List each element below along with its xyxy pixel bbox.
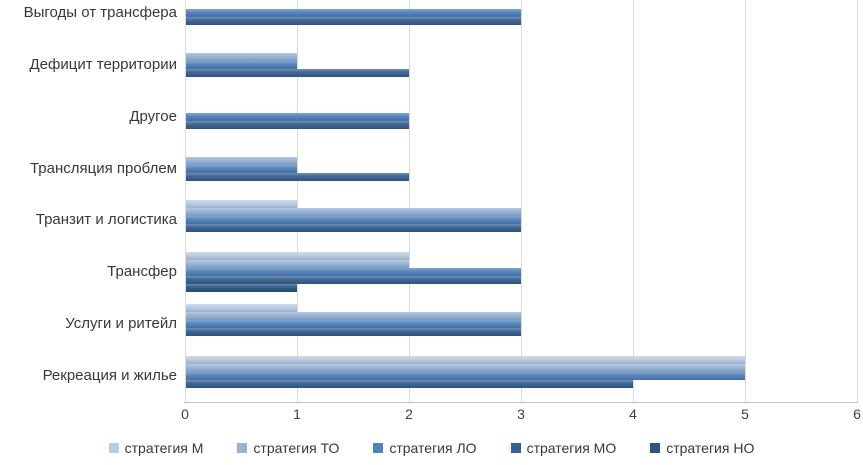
bar xyxy=(186,52,297,61)
bar xyxy=(186,304,297,313)
category-label: Дефицит территории xyxy=(29,55,177,73)
bar xyxy=(186,380,633,389)
legend-item: стратегия МО xyxy=(510,440,617,456)
bar xyxy=(186,320,521,329)
x-axis-line xyxy=(184,402,858,403)
gridline xyxy=(297,0,298,402)
x-tick-label: 0 xyxy=(181,406,189,422)
gridline xyxy=(745,0,746,402)
bar xyxy=(186,276,521,285)
bar xyxy=(186,312,521,321)
bar xyxy=(186,120,409,129)
bar xyxy=(186,200,297,209)
legend: стратегия М стратегия ТО стратегия ЛО страт… xyxy=(0,440,863,456)
legend-swatch-icon xyxy=(237,443,248,453)
legend-swatch-icon xyxy=(108,443,119,453)
bar xyxy=(186,208,521,217)
gridline xyxy=(633,0,634,402)
legend-item: стратегия НО xyxy=(650,440,754,456)
bar xyxy=(186,260,409,269)
legend-label: стратегия М xyxy=(124,440,204,456)
category-label: Выгоды от трансфера xyxy=(23,3,177,21)
category-label: Другое xyxy=(129,107,177,125)
bar xyxy=(186,216,521,225)
bar xyxy=(186,252,409,261)
bar xyxy=(186,372,745,381)
gridline xyxy=(409,0,410,402)
bar xyxy=(186,172,409,181)
bar xyxy=(186,364,745,373)
bar xyxy=(186,356,745,365)
bar xyxy=(186,224,521,233)
bar xyxy=(186,268,521,277)
category-label: Рекреация и жилье xyxy=(42,367,177,385)
plot-area xyxy=(185,0,858,402)
category-label: Транзит и логистика xyxy=(35,211,177,229)
legend-swatch-icon xyxy=(650,443,661,453)
x-tick-label: 1 xyxy=(293,406,301,422)
legend-label: стратегия ЛО xyxy=(389,440,477,456)
bar xyxy=(186,156,297,165)
legend-swatch-icon xyxy=(373,443,384,453)
bar xyxy=(186,60,297,69)
bar xyxy=(186,16,521,25)
legend-label: стратегия ТО xyxy=(253,440,340,456)
bar xyxy=(186,328,521,337)
x-tick-label: 2 xyxy=(405,406,413,422)
x-tick-label: 5 xyxy=(741,406,749,422)
bar xyxy=(186,112,409,121)
gridline xyxy=(521,0,522,402)
x-tick-label: 6 xyxy=(853,406,861,422)
bar xyxy=(186,284,297,293)
gridline xyxy=(185,0,186,402)
category-label: Трансляция проблем xyxy=(29,159,177,177)
legend-item: стратегия ТО xyxy=(237,440,339,456)
legend-item: стратегия ЛО xyxy=(373,440,477,456)
legend-label: стратегия МО xyxy=(526,440,617,456)
bar xyxy=(186,164,297,173)
gridline xyxy=(857,0,858,402)
legend-item: стратегия М xyxy=(108,440,204,456)
x-tick-label: 4 xyxy=(629,406,637,422)
category-label: Трансфер xyxy=(107,263,177,281)
bar xyxy=(186,68,409,77)
x-tick-label: 3 xyxy=(517,406,525,422)
category-label: Услуги и ритейл xyxy=(65,315,177,333)
legend-label: стратегия НО xyxy=(666,440,755,456)
bar xyxy=(186,8,521,17)
legend-swatch-icon xyxy=(510,443,521,453)
